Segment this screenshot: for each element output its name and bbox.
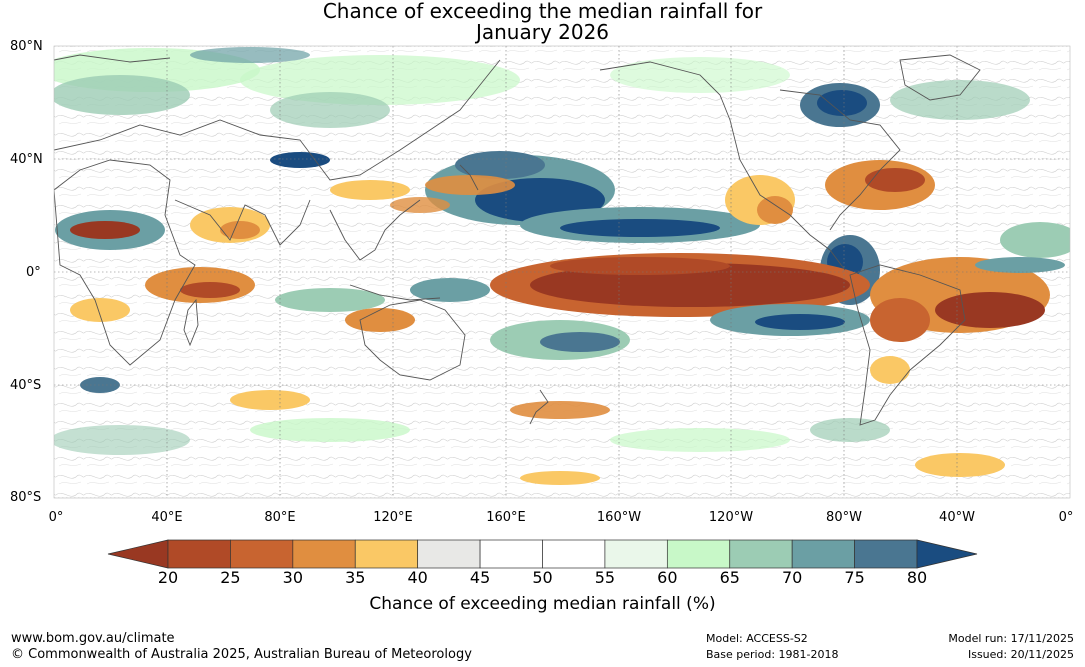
colorbar-segment-45-50 (479, 539, 543, 569)
colorbar-segment-30-35 (292, 539, 356, 569)
probability-patches (54, 47, 1070, 485)
lon-label-0-right: 0° (1058, 510, 1074, 525)
lon-label-80e: 80°E (264, 510, 296, 525)
colorbar-label: Chance of exceeding median rainfall (%) (369, 594, 716, 614)
colorbar-tick-label: 40 (407, 568, 428, 587)
lon-label-160w: 160°W (596, 510, 642, 525)
colorbar-tick-label: 75 (844, 568, 865, 587)
lat-label-40s: 40°S (10, 378, 42, 393)
lat-label-80s: 80°S (10, 490, 42, 505)
lon-label-40e: 40°E (151, 510, 183, 525)
model-run-text: Model run: 17/11/2025 (948, 632, 1074, 645)
lon-label-40w: 40°W (939, 510, 975, 525)
website-text: www.bom.gov.au/climate (11, 631, 175, 646)
lon-label-120e: 120°E (373, 510, 413, 525)
rainfall-probability-map (53, 45, 1071, 499)
colorbar-segment-65-70 (729, 539, 793, 569)
colorbar (107, 539, 978, 569)
colorbar-segment-20-25 (167, 539, 231, 569)
lon-label-160e: 160°E (486, 510, 526, 525)
lat-label-40n: 40°N (10, 152, 43, 167)
lon-label-0-left: 0° (48, 510, 64, 525)
colorbar-segment-35-40 (354, 539, 419, 569)
colorbar-tick-label: 50 (532, 568, 553, 587)
colorbar-segment-70-75 (791, 539, 855, 569)
colorbar-tick-label: 60 (657, 568, 678, 587)
colorbar-segment-75-80 (854, 539, 918, 569)
colorbar-tick-label: 65 (719, 568, 740, 587)
colorbar-segment-55-60 (604, 539, 668, 569)
base-period-text: Base period: 1981-2018 (706, 648, 839, 661)
coastlines (54, 54, 981, 426)
colorbar-segment-60-65 (666, 539, 731, 569)
colorbar-tick-label: 20 (157, 568, 179, 587)
issued-text: Issued: 20/11/2025 (967, 648, 1074, 661)
colorbar-tick-label: 30 (282, 568, 304, 587)
colorbar-tick-label: 70 (781, 568, 803, 587)
lat-label-equator: 0° (26, 265, 41, 280)
lat-label-80n: 80°N (10, 39, 43, 54)
colorbar-tick-label: 55 (594, 568, 616, 587)
colorbar-tick-label: 25 (220, 568, 241, 587)
map-frame (53, 45, 1071, 499)
colorbar-segment-25-30 (230, 539, 294, 569)
lon-label-80w: 80°W (826, 510, 862, 525)
graticule (54, 46, 1070, 498)
colorbar-extend-high (916, 539, 978, 569)
colorbar-tick-label: 35 (345, 568, 366, 587)
colorbar-extend-low (107, 539, 169, 569)
copyright-text: © Commonwealth of Australia 2025, Austra… (11, 647, 472, 662)
map-title-line-2: January 2026 (475, 20, 610, 44)
map-title-line-1: Chance of exceeding the median rainfall … (322, 0, 763, 23)
model-text: Model: ACCESS-S2 (706, 632, 808, 645)
colorbar-segment-40-45 (417, 539, 481, 569)
colorbar-tick-label: 80 (906, 568, 928, 587)
colorbar-tick-label: 45 (469, 568, 491, 587)
colorbar-segment-50-55 (542, 539, 606, 569)
lon-label-120w: 120°W (708, 510, 754, 525)
